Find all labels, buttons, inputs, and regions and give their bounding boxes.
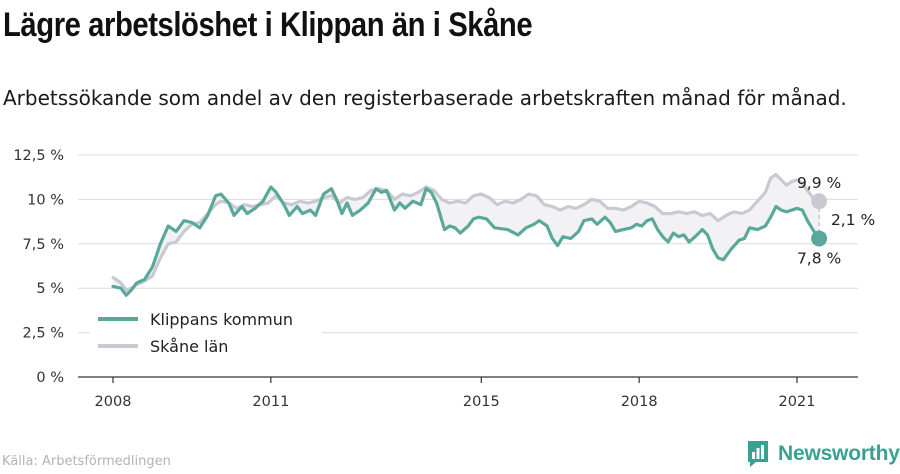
y-tick-label: 12,5 % — [13, 148, 64, 164]
legend-background — [90, 305, 322, 363]
brand-logo[interactable]: Newsworthy — [746, 440, 900, 468]
x-tick-label: 2011 — [252, 394, 289, 410]
difference-band — [113, 174, 820, 296]
brand-name: Newsworthy — [778, 442, 900, 465]
legend-label-skane: Skåne län — [150, 337, 228, 356]
skane-end-label: 9,9 % — [797, 174, 841, 192]
y-axis-ticks: 0 % 2,5 % 5 % 7,5 % 10 % 12,5 % — [13, 148, 64, 386]
x-axis: 2008 2011 2015 2018 2021 — [78, 376, 858, 410]
y-tick-label: 10 % — [27, 192, 64, 208]
klippan-end-marker — [811, 230, 828, 247]
x-tick-label: 2021 — [779, 394, 816, 410]
skane-end-marker — [811, 193, 828, 210]
x-tick-label: 2015 — [463, 394, 500, 410]
end-annotations: 9,9 % 7,8 % 2,1 % — [797, 174, 875, 267]
newsworthy-logo-icon — [748, 441, 768, 467]
x-tick-label: 2018 — [621, 394, 658, 410]
series-line-klippan — [111, 185, 821, 297]
page-title: Lägre arbetslöshet i Klippan än i Skåne — [3, 6, 533, 44]
y-tick-label: 5 % — [36, 281, 64, 297]
klippan-end-label: 7,8 % — [797, 249, 841, 267]
difference-label: 2,1 % — [831, 211, 875, 229]
y-tick-label: 7,5 % — [23, 237, 64, 253]
x-tick-label: 2008 — [95, 394, 132, 410]
y-tick-label: 2,5 % — [23, 326, 64, 342]
legend-label-klippan: Klippans kommun — [150, 310, 293, 329]
source-note: Källa: Arbetsförmedlingen — [2, 454, 171, 469]
page-subtitle: Arbetssökande som andel av den registerb… — [3, 86, 847, 110]
y-tick-label: 0 % — [36, 370, 64, 386]
legend: Klippans kommun Skåne län — [90, 305, 322, 363]
series-lines — [111, 172, 821, 297]
